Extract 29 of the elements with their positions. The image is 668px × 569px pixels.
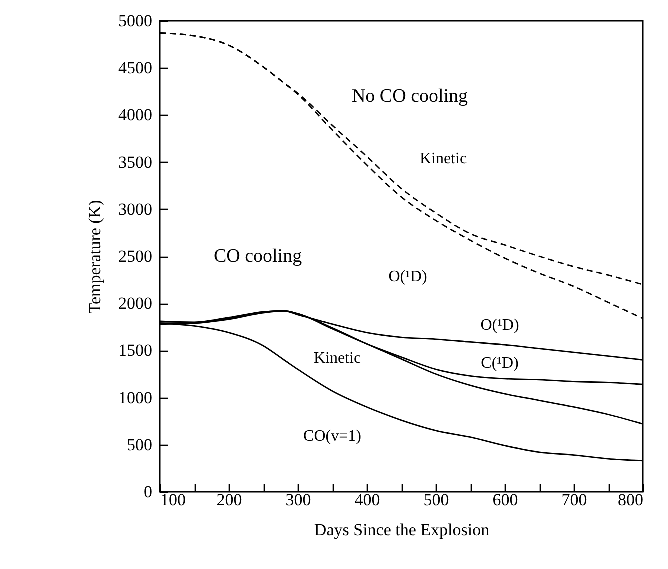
- x-tick-label: 500: [424, 490, 450, 510]
- y-tick-label: 500: [127, 435, 152, 454]
- series-label: O(¹D): [480, 317, 520, 334]
- text: O(¹D): [388, 268, 428, 286]
- y-tick-label: 3000: [118, 200, 152, 219]
- x-tick-label: 300: [286, 490, 312, 510]
- series-label: Kinetic: [314, 350, 362, 368]
- y-tick-label: 1000: [118, 388, 152, 408]
- series-label: Kinetic: [420, 150, 468, 168]
- y-tick-label: 0: [144, 482, 152, 502]
- y-tick-label: 1500: [118, 341, 152, 360]
- x-tick-label: 100: [160, 490, 186, 510]
- y-tick-label: 4500: [118, 58, 152, 78]
- annotation: CO cooling: [214, 246, 303, 267]
- y-tick-label: 3500: [118, 152, 152, 172]
- y-axis-title: Temperature (K): [86, 200, 104, 314]
- x-tick-label: 200: [216, 490, 242, 510]
- x-tick-label: 700: [562, 490, 588, 510]
- x-tick-label: 600: [492, 490, 518, 510]
- y-tick-label: 2000: [118, 294, 152, 314]
- series-label: CO(v=1): [304, 428, 362, 446]
- x-tick-label: 400: [354, 490, 380, 510]
- x-tick-label: 800: [618, 490, 644, 510]
- y-tick-label: 5000: [118, 12, 152, 30]
- y-tick-label: 2500: [118, 247, 152, 266]
- annotation: No CO cooling: [352, 86, 469, 107]
- x-axis-title: Days Since the Explosion: [314, 520, 490, 540]
- series-label: C(¹D): [481, 354, 519, 372]
- y-tick-label: 4000: [118, 106, 152, 125]
